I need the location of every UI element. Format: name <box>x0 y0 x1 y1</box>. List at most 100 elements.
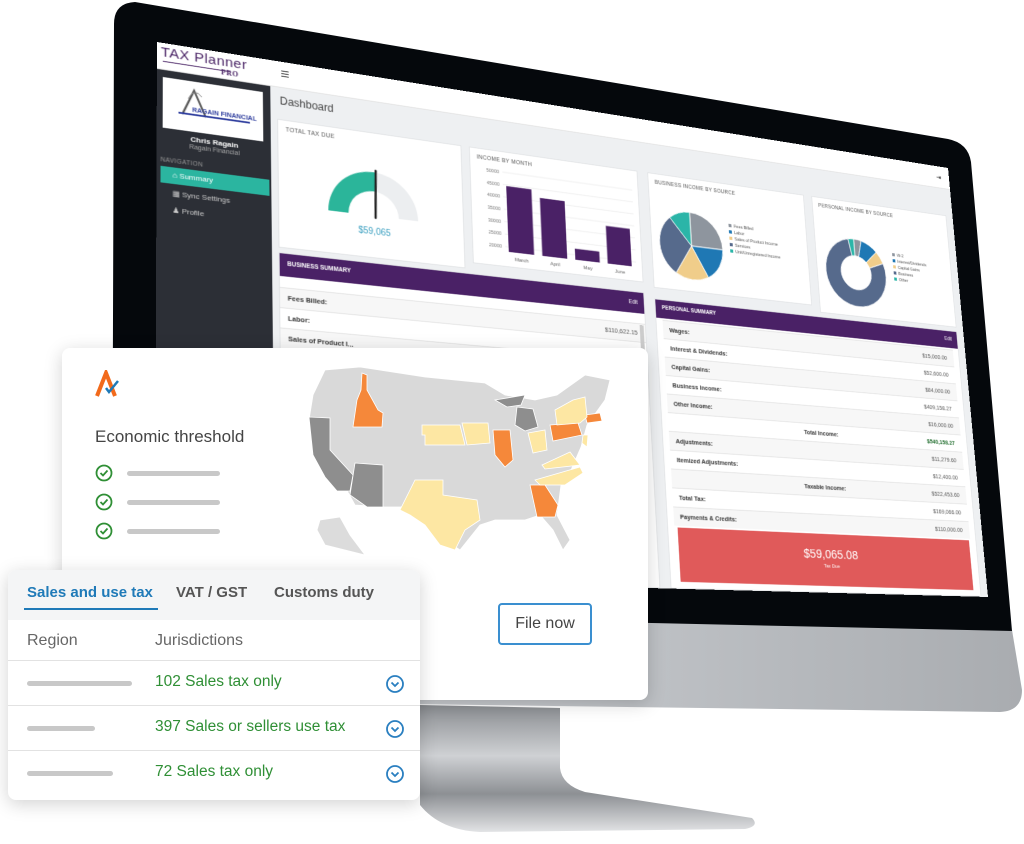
page-title: Dashboard <box>279 94 334 115</box>
row-label: Business Income: <box>672 381 722 394</box>
checklist-item <box>95 464 225 482</box>
slice-fees-billed <box>689 212 722 250</box>
legend-swatch <box>728 223 732 228</box>
legend-label: Labor <box>734 231 745 237</box>
legend-label: Fees Billed <box>734 224 754 232</box>
card-title: Economic threshold <box>95 427 245 446</box>
personal-summary-rows: Wages: $15,000.00 Interest & Dividends: $52… <box>662 319 971 541</box>
sidebar-item-label: Profile <box>181 207 205 219</box>
row-value: $169,066.00 <box>932 507 962 517</box>
row-label: Total Tax: <box>678 493 706 503</box>
row-label: Itemized Adjustments: <box>676 456 739 468</box>
row-value: $16,000.00 <box>927 420 954 430</box>
jurisdiction-text: 102 Sales tax only <box>155 673 282 690</box>
monitor-screen: TAX Planner PRO ⇥ RAGAIN FINANCIAL Chris… <box>154 42 988 597</box>
income-by-month-card: INCOME BY MONTH 50000 45000 40000 35000 3000… <box>468 146 644 283</box>
tab-vat-gst[interactable]: VAT / GST <box>176 584 248 601</box>
checklist-item <box>95 522 225 540</box>
table-row[interactable]: 102 Sales tax only <box>8 660 420 705</box>
check-circle-icon <box>95 464 113 482</box>
sidebar-item-label: Sync Settings <box>182 190 231 205</box>
edit-button[interactable]: Edit <box>628 298 638 306</box>
row-value: $522,453.60 <box>931 489 960 499</box>
row-label: Interest & Dividends: <box>670 344 728 358</box>
row-label: Sales of Product I... <box>288 334 354 349</box>
gauge-needle <box>375 171 377 218</box>
business-income-card: BUSINESS INCOME BY SOURCE Fees Billed Lab… <box>647 172 812 306</box>
card-title: TOTAL TAX DUE <box>285 126 335 141</box>
row-value: $15,000.00 <box>921 351 948 362</box>
map-state-virginia <box>541 451 581 470</box>
legend-swatch <box>894 277 898 281</box>
legend-swatch <box>728 230 733 234</box>
legend-swatch <box>892 253 895 257</box>
x-tick-label: April <box>550 262 560 268</box>
file-now-button[interactable]: File now <box>498 603 592 645</box>
gridline <box>502 172 632 190</box>
gauge-chart <box>327 137 419 269</box>
row-label: Wages: <box>669 326 690 336</box>
legend-label: W-2 <box>897 254 904 260</box>
row-value: $11,279.60 <box>931 455 957 464</box>
tab-bar: Sales and use tax VAT / GST Customs duty <box>8 570 420 620</box>
edit-button[interactable]: Edit <box>944 336 953 343</box>
hamburger-icon[interactable] <box>281 70 289 78</box>
row-value: $12,400.00 <box>932 472 959 482</box>
legend-label: Capital Gains <box>898 266 920 273</box>
row-value: $110,622.15 <box>604 325 638 337</box>
company-logo-graphic: RAGAIN FINANCIAL <box>163 77 257 124</box>
total-tax-due-card: TOTAL TAX DUE $59,065 <box>277 118 466 269</box>
jurisdiction-text: 397 Sales or sellers use tax <box>155 718 346 735</box>
checklist-item <box>95 493 225 511</box>
placeholder-line <box>127 500 220 505</box>
row-label: Fees Billed: <box>287 294 328 307</box>
check-circle-icon <box>95 522 113 540</box>
legend-label: Services <box>735 243 751 250</box>
map-state-nebraska <box>421 424 466 446</box>
legend-label: Other <box>899 278 909 284</box>
y-tick-label: 35000 <box>488 205 501 212</box>
legend-label: Interest/Dividends <box>897 260 927 268</box>
map-state-michigan <box>514 406 539 432</box>
expand-chevron-icon[interactable] <box>385 764 405 784</box>
legend-swatch <box>729 242 733 247</box>
svg-text:RAGAIN FINANCIAL: RAGAIN FINANCIAL <box>192 107 257 123</box>
table-row[interactable]: 72 Sales tax only <box>8 750 420 795</box>
active-tab-indicator <box>24 608 158 610</box>
check-circle-icon <box>95 493 113 511</box>
map-state-idaho <box>352 372 384 428</box>
y-tick-label: 20000 <box>489 243 502 250</box>
expand-chevron-icon[interactable] <box>385 674 405 694</box>
legend-label: Sales of Product Income <box>734 237 778 247</box>
map-state-california <box>308 416 354 492</box>
tax-type-card: Sales and use tax VAT / GST Customs duty… <box>8 570 420 800</box>
row-label: Labor: <box>287 314 311 325</box>
placeholder-line <box>127 471 220 476</box>
personal-income-card: PERSONAL INCOME BY SOURCE W-2 Interest/Di… <box>811 195 957 328</box>
sign-out-icon[interactable]: ⇥ <box>935 173 942 182</box>
table-row[interactable]: 397 Sales or sellers use tax <box>8 705 420 750</box>
row-value: $84,000.00 <box>924 386 951 396</box>
x-tick-label: June <box>615 269 626 275</box>
map-state-ohio <box>527 429 548 454</box>
legend-swatch <box>730 249 734 253</box>
bar-june <box>605 225 632 267</box>
personal-summary-card: PERSONAL SUMMARY Edit Wages: $15,000.00 In… <box>654 298 982 597</box>
map-state-michigan-up <box>493 394 526 408</box>
legend-label: Business <box>898 272 913 279</box>
map-state-alaska <box>316 516 366 556</box>
y-tick-label: 25000 <box>488 230 501 237</box>
bar-may <box>574 248 600 263</box>
column-header-region: Region <box>27 632 78 649</box>
x-tick-label: March <box>515 258 529 265</box>
tab-customs-duty[interactable]: Customs duty <box>274 584 375 601</box>
tab-sales-and-use-tax[interactable]: Sales and use tax <box>27 584 153 601</box>
gauge-fill <box>327 166 377 217</box>
map-state-new-jersey <box>581 434 589 448</box>
y-tick-label: 40000 <box>487 193 500 200</box>
y-tick-label: 50000 <box>486 168 499 175</box>
map-state-massachusetts <box>584 412 603 424</box>
section-title: PERSONAL SUMMARY <box>661 304 717 317</box>
expand-chevron-icon[interactable] <box>385 719 405 739</box>
